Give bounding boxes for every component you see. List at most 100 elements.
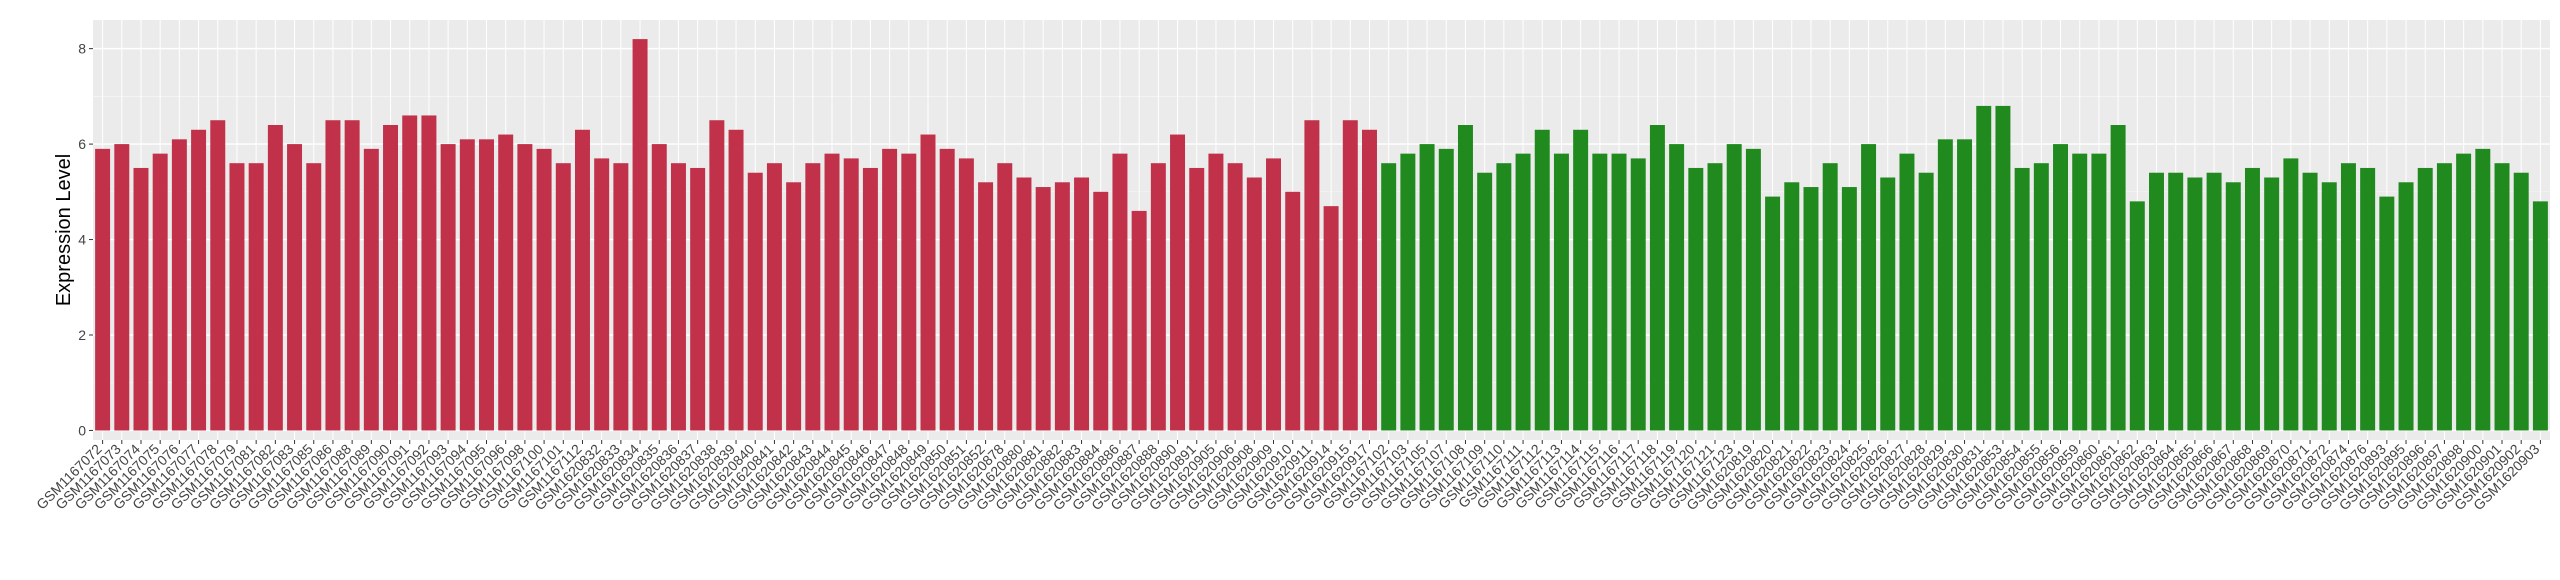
bar bbox=[1074, 177, 1090, 431]
bar bbox=[133, 167, 149, 431]
bar bbox=[901, 153, 917, 431]
bar bbox=[709, 120, 725, 431]
bar bbox=[1553, 153, 1569, 431]
bar bbox=[344, 120, 360, 431]
bar bbox=[479, 139, 494, 431]
bar bbox=[1976, 105, 1992, 431]
bar bbox=[2283, 158, 2299, 431]
bar bbox=[1534, 129, 1550, 431]
bar bbox=[613, 163, 629, 431]
bar bbox=[2110, 125, 2126, 431]
bar bbox=[2398, 182, 2414, 431]
bar bbox=[2532, 201, 2548, 431]
bar bbox=[2129, 201, 2145, 431]
bar bbox=[2494, 163, 2510, 431]
bar bbox=[1054, 182, 1070, 431]
bar bbox=[2360, 167, 2376, 431]
y-tick-label: 4 bbox=[78, 232, 86, 248]
bar bbox=[421, 115, 437, 431]
bar bbox=[1861, 144, 1877, 431]
bar bbox=[1266, 158, 1281, 431]
bar bbox=[2244, 167, 2260, 431]
bar bbox=[1285, 191, 1301, 431]
bar bbox=[2456, 153, 2472, 431]
bar bbox=[2475, 148, 2491, 431]
bar bbox=[1573, 129, 1589, 431]
bar bbox=[882, 148, 898, 431]
y-tick-label: 0 bbox=[78, 422, 86, 438]
bar bbox=[402, 115, 418, 431]
bar bbox=[805, 163, 821, 431]
bar bbox=[1937, 139, 1953, 431]
bar bbox=[2340, 163, 2356, 431]
bar bbox=[383, 125, 399, 431]
y-tick-label: 2 bbox=[78, 327, 86, 343]
bar bbox=[248, 163, 264, 431]
bar bbox=[1630, 158, 1646, 431]
bar bbox=[210, 120, 226, 431]
bar bbox=[2321, 182, 2337, 431]
bar bbox=[440, 144, 456, 431]
bar bbox=[2053, 144, 2069, 431]
bar bbox=[2072, 153, 2088, 431]
bar bbox=[728, 129, 744, 431]
bar bbox=[2014, 167, 2030, 431]
bar bbox=[1784, 182, 1800, 431]
bar bbox=[1400, 153, 1416, 431]
bar bbox=[2206, 172, 2222, 431]
bar bbox=[2033, 163, 2049, 431]
bar bbox=[1745, 148, 1761, 431]
bar bbox=[1093, 191, 1109, 431]
bar bbox=[114, 144, 130, 431]
bar bbox=[1477, 172, 1493, 431]
bar bbox=[325, 120, 341, 431]
bar bbox=[824, 153, 840, 431]
bar bbox=[1246, 177, 1262, 431]
bar bbox=[171, 139, 187, 431]
bar bbox=[690, 167, 706, 431]
bar bbox=[1841, 187, 1857, 431]
bar bbox=[1918, 172, 1934, 431]
bar bbox=[1822, 163, 1838, 431]
bar bbox=[1669, 144, 1685, 431]
bar bbox=[267, 125, 283, 431]
bar bbox=[1592, 153, 1608, 431]
bar bbox=[978, 182, 994, 431]
bar bbox=[2168, 172, 2184, 431]
bar bbox=[1995, 105, 2011, 431]
bar bbox=[594, 158, 610, 431]
bar bbox=[997, 163, 1013, 431]
bar bbox=[306, 163, 322, 431]
bar bbox=[786, 182, 802, 431]
bar bbox=[1342, 120, 1358, 431]
bar bbox=[747, 172, 763, 431]
bar bbox=[1899, 153, 1915, 431]
bar bbox=[229, 163, 245, 431]
bar bbox=[1170, 134, 1186, 431]
bar bbox=[1227, 163, 1243, 431]
bar bbox=[2302, 172, 2318, 431]
bar bbox=[651, 144, 667, 431]
bar bbox=[1208, 153, 1224, 431]
bar bbox=[862, 167, 878, 431]
bar bbox=[191, 129, 207, 431]
bar bbox=[1515, 153, 1531, 431]
bar bbox=[574, 129, 590, 431]
bar bbox=[2417, 167, 2433, 431]
y-tick-label: 6 bbox=[78, 136, 86, 152]
bar bbox=[2379, 196, 2395, 431]
x-axis: GSM1167072GSM1167073GSM1167074GSM1167075… bbox=[33, 440, 2543, 513]
bar bbox=[536, 148, 552, 431]
bar bbox=[1957, 139, 1973, 431]
bar bbox=[1362, 129, 1377, 431]
bar bbox=[1726, 144, 1742, 431]
bar bbox=[2513, 172, 2529, 431]
bar bbox=[287, 144, 303, 431]
y-axis: 0 2 4 6 8 bbox=[78, 41, 93, 438]
bar bbox=[1438, 148, 1454, 431]
bar bbox=[1381, 163, 1397, 431]
bar bbox=[1457, 125, 1473, 431]
bar bbox=[2225, 182, 2241, 431]
bar bbox=[1419, 144, 1435, 431]
bar bbox=[1323, 206, 1339, 431]
